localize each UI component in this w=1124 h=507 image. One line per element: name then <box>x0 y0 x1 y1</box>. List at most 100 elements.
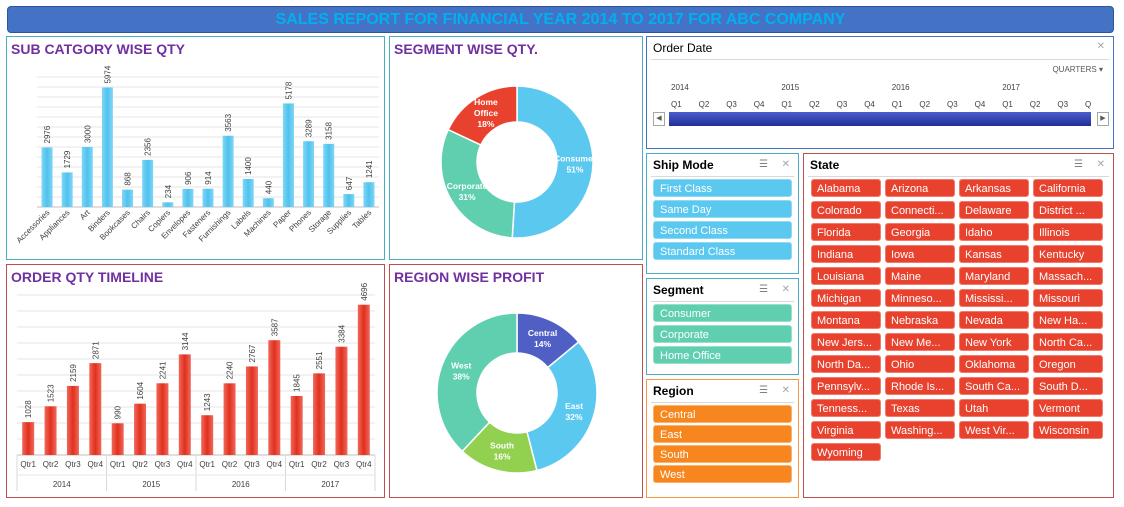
state-item[interactable]: Maine <box>885 267 955 285</box>
state-item[interactable]: Washing... <box>885 421 955 439</box>
clear-filter-icon[interactable]: ✕ <box>781 159 790 170</box>
timeline-quarter-label[interactable]: Q1 <box>781 100 793 109</box>
clear-filter-icon[interactable]: ✕ <box>1096 41 1105 52</box>
timeline-quarter-label[interactable]: Q3 <box>1057 100 1069 109</box>
state-item[interactable]: South D... <box>1033 377 1103 395</box>
state-item[interactable]: Utah <box>959 399 1029 417</box>
order-date-title: Order Date <box>653 41 713 55</box>
multi-select-icon[interactable]: ☰ <box>1074 159 1083 170</box>
ship-mode-item[interactable]: Same Day <box>653 200 792 218</box>
timeline-quarter-label[interactable]: Q2 <box>919 100 931 109</box>
timeline-quarter-label[interactable]: Q2 <box>1029 100 1041 109</box>
state-item[interactable]: Wisconsin <box>1033 421 1103 439</box>
state-item[interactable]: Rhode Is... <box>885 377 955 395</box>
quarter-label: Qtr3 <box>65 460 81 469</box>
state-item[interactable]: Maryland <box>959 267 1029 285</box>
state-item[interactable]: Virginia <box>811 421 881 439</box>
segment-item[interactable]: Home Office <box>653 346 792 364</box>
state-item[interactable]: Iowa <box>885 245 955 263</box>
data-label: 1604 <box>136 381 145 399</box>
state-item[interactable]: District ... <box>1033 201 1103 219</box>
state-item[interactable]: Massach... <box>1033 267 1103 285</box>
state-item[interactable]: Louisiana <box>811 267 881 285</box>
bar <box>111 423 124 455</box>
time-level-dropdown[interactable]: QUARTERS ▾ <box>1052 65 1103 74</box>
subcategory-chart-panel: SUB CATGORY WISE QTY 2976 Accessories 1729… <box>6 36 385 260</box>
state-item[interactable]: Kansas <box>959 245 1029 263</box>
state-item[interactable]: Arkansas <box>959 179 1029 197</box>
state-item[interactable]: Georgia <box>885 223 955 241</box>
segment-slice-consumer <box>511 85 594 239</box>
state-item[interactable]: Missouri <box>1033 289 1103 307</box>
state-item[interactable]: Michigan <box>811 289 881 307</box>
state-item[interactable]: Vermont <box>1033 399 1103 417</box>
timeline-year-label: 2015 <box>781 83 800 92</box>
timeline-quarter-label[interactable]: Q1 <box>1002 100 1013 109</box>
state-item[interactable]: North Ca... <box>1033 333 1103 351</box>
state-item[interactable]: Nevada <box>959 311 1029 329</box>
multi-select-icon[interactable]: ☰ <box>759 385 768 396</box>
order-date-timeline-slicer: Order Date ✕ QUARTERS ▾ 2014 2015 2016 2017… <box>646 36 1114 149</box>
state-item[interactable]: Florida <box>811 223 881 241</box>
scroll-right-button[interactable]: ▶ <box>1097 112 1109 126</box>
state-item[interactable]: Nebraska <box>885 311 955 329</box>
region-item[interactable]: South <box>653 445 792 463</box>
clear-filter-icon[interactable]: ✕ <box>781 284 790 295</box>
state-item[interactable]: South Ca... <box>959 377 1029 395</box>
ship-mode-item[interactable]: Standard Class <box>653 242 792 260</box>
region-item[interactable]: West <box>653 465 792 483</box>
state-item[interactable]: New Me... <box>885 333 955 351</box>
state-item[interactable]: Pennsylv... <box>811 377 881 395</box>
scroll-left-button[interactable]: ◀ <box>653 112 665 126</box>
multi-select-icon[interactable]: ☰ <box>759 159 768 170</box>
state-item[interactable]: California <box>1033 179 1103 197</box>
timeline-quarter-label[interactable]: Q4 <box>864 100 875 109</box>
region-slicer-title: Region <box>653 384 694 398</box>
timeline-quarter-label[interactable]: Q4 <box>753 100 765 109</box>
state-item[interactable]: Ohio <box>885 355 955 373</box>
state-item[interactable]: Connecti... <box>885 201 955 219</box>
state-item[interactable]: Indiana <box>811 245 881 263</box>
state-item[interactable]: Oklahoma <box>959 355 1029 373</box>
timeline-quarter-label[interactable]: Q3 <box>836 100 848 109</box>
timeline-quarter-label[interactable]: Q3 <box>947 100 958 109</box>
state-item[interactable]: Oregon <box>1033 355 1103 373</box>
clear-filter-icon[interactable]: ✕ <box>1096 159 1105 170</box>
ship-mode-item[interactable]: First Class <box>653 179 792 197</box>
state-item[interactable]: Wyoming <box>811 443 881 461</box>
state-item[interactable]: Montana <box>811 311 881 329</box>
state-item[interactable]: New Ha... <box>1033 311 1103 329</box>
state-item[interactable]: Tenness... <box>811 399 881 417</box>
state-item[interactable]: New York <box>959 333 1029 351</box>
state-item[interactable]: New Jers... <box>811 333 881 351</box>
state-item[interactable]: Colorado <box>811 201 881 219</box>
timeline-quarter-label[interactable]: Q2 <box>698 100 710 109</box>
state-item[interactable]: Illinois <box>1033 223 1103 241</box>
timeline-quarter-label[interactable]: Q3 <box>726 100 737 109</box>
segment-item[interactable]: Consumer <box>653 304 792 322</box>
ship-mode-item[interactable]: Second Class <box>653 221 792 239</box>
state-item[interactable]: Minneso... <box>885 289 955 307</box>
region-item[interactable]: East <box>653 425 792 443</box>
state-item[interactable]: Kentucky <box>1033 245 1103 263</box>
clear-filter-icon[interactable]: ✕ <box>781 385 790 396</box>
timeline-quarter-label[interactable]: Q <box>1085 100 1092 109</box>
state-item[interactable]: Texas <box>885 399 955 417</box>
state-item[interactable]: North Da... <box>811 355 881 373</box>
state-item[interactable]: Alabama <box>811 179 881 197</box>
state-item[interactable]: Idaho <box>959 223 1029 241</box>
timeline-quarter-label[interactable]: Q1 <box>671 100 682 109</box>
quarter-label: Qtr3 <box>155 460 171 469</box>
timeline-quarter-label[interactable]: Q2 <box>809 100 820 109</box>
segment-item[interactable]: Corporate <box>653 325 792 343</box>
state-item[interactable]: Mississi... <box>959 289 1029 307</box>
multi-select-icon[interactable]: ☰ <box>759 284 768 295</box>
timeline-quarter-label[interactable]: Q4 <box>974 100 986 109</box>
region-item[interactable]: Central <box>653 405 792 423</box>
timeline-selection-bar[interactable] <box>669 112 1091 126</box>
timeline-quarter-label[interactable]: Q1 <box>891 100 903 109</box>
data-label: 234 <box>164 184 173 198</box>
state-item[interactable]: Delaware <box>959 201 1029 219</box>
state-item[interactable]: Arizona <box>885 179 955 197</box>
state-item[interactable]: West Vir... <box>959 421 1029 439</box>
